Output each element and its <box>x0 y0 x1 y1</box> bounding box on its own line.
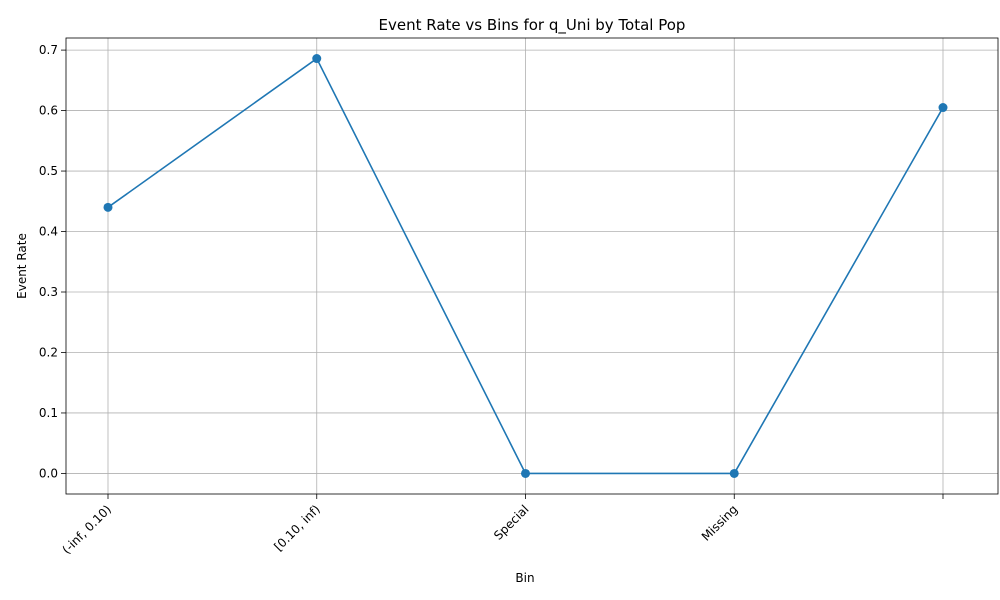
y-tick-label: 0.4 <box>39 225 58 239</box>
y-axis-label: Event Rate <box>15 233 29 299</box>
data-point <box>312 54 322 64</box>
x-tick-label: (-inf, 0.10) <box>60 502 115 557</box>
y-tick-label: 0.1 <box>39 406 58 420</box>
data-point <box>521 468 530 478</box>
x-tick-label: [0.10, inf) <box>271 502 323 554</box>
grid <box>66 38 998 494</box>
y-tick-label: 0.0 <box>39 466 58 480</box>
y-tick-label: 0.2 <box>39 345 58 359</box>
x-axis-label: Bin <box>515 571 534 585</box>
chart-title: Event Rate vs Bins for q_Uni by Total Po… <box>379 16 686 35</box>
x-tick-label: Missing <box>699 502 741 544</box>
y-tick-label: 0.6 <box>39 104 58 118</box>
data-point <box>103 202 113 212</box>
plot-frame <box>65 37 999 495</box>
y-tick-label: 0.5 <box>39 164 58 178</box>
data-point <box>729 468 739 478</box>
y-tick-label: 0.3 <box>39 285 58 299</box>
data-point <box>938 103 948 113</box>
series <box>103 54 948 478</box>
x-tick-label: Special <box>491 502 531 542</box>
axis-ticks: (-inf, 0.10) [0.10, inf) Special Missing 0.0… <box>39 43 944 557</box>
y-tick-label: 0.7 <box>39 43 58 57</box>
